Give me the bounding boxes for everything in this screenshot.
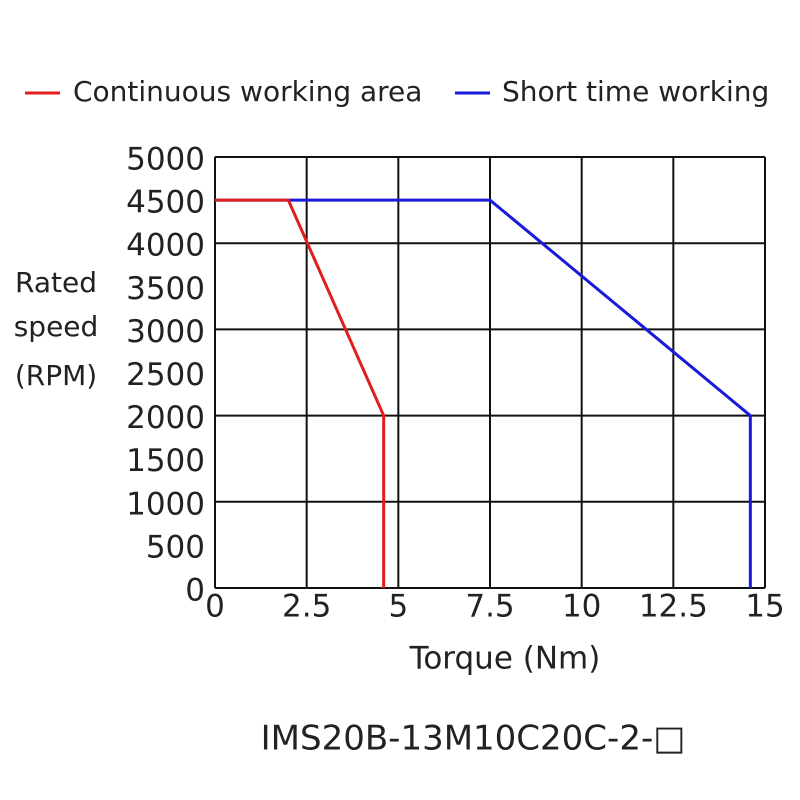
x-tick-label: 2.5 — [282, 589, 331, 625]
x-tick-label: 0 — [205, 589, 225, 625]
data-line — [215, 198, 386, 588]
y-tick-label: 4500 — [126, 185, 205, 221]
chart-title: IMS20B-13M10C20C-2-□ — [261, 719, 686, 759]
legend-label: Continuous working area — [73, 75, 422, 108]
legend-label: Short time working — [502, 75, 769, 108]
x-tick-label: 12.5 — [639, 589, 708, 625]
y-tick-label: 3500 — [126, 271, 205, 307]
y-tick-label: 2500 — [126, 357, 205, 393]
y-tick-label: 1000 — [126, 486, 205, 522]
x-tick-label: 7.5 — [465, 589, 514, 625]
y-tick-label: 3000 — [126, 314, 205, 350]
y-tick-label: 0 — [185, 573, 205, 609]
y-tick-label: 2000 — [126, 400, 205, 436]
x-tick-label: 5 — [388, 589, 408, 625]
y-axis-label: (RPM) — [15, 359, 97, 392]
y-tick-label: 5000 — [126, 142, 205, 178]
x-tick-label: 15 — [745, 589, 784, 625]
x-axis-label: Torque (Nm) — [409, 641, 601, 677]
y-axis-label: Rated — [15, 266, 97, 299]
y-axis-label: speed — [14, 310, 99, 343]
y-tick-label: 4000 — [126, 228, 205, 264]
y-tick-label: 500 — [146, 529, 205, 565]
x-tick-label: 10 — [562, 589, 601, 625]
y-tick-label: 1500 — [126, 443, 205, 479]
data-line — [215, 198, 752, 588]
